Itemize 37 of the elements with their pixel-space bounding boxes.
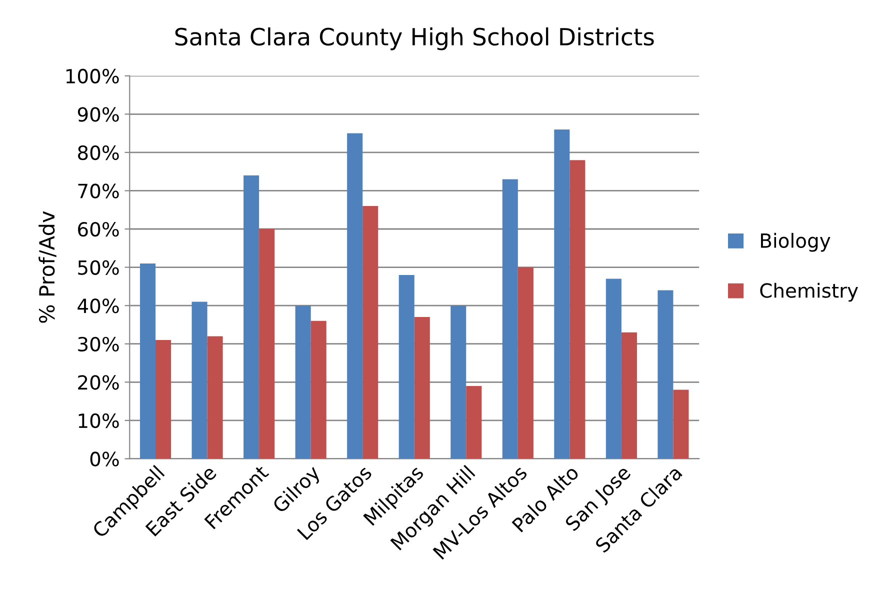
- bar: [140, 263, 156, 459]
- y-tick-label: 40%: [78, 298, 119, 314]
- y-tick-label: 90%: [78, 107, 119, 122]
- bar: [414, 317, 430, 459]
- bar: [207, 336, 223, 459]
- y-tick-label: 70%: [78, 184, 119, 198]
- bar: [259, 229, 275, 459]
- legend-label: Chemistry: [760, 282, 858, 302]
- y-tick-label: 20%: [78, 375, 119, 390]
- bar: [244, 175, 260, 459]
- bar: [450, 306, 466, 459]
- bar: [466, 386, 482, 459]
- bar: [192, 302, 208, 459]
- y-tick-label: 30%: [78, 336, 119, 352]
- bar: [398, 274, 414, 459]
- bar: [362, 206, 378, 459]
- y-tick-label: 10%: [78, 413, 119, 428]
- bar: [621, 332, 637, 459]
- bar: [310, 320, 326, 459]
- chart-title: Santa Clara County High School Districts: [175, 27, 654, 50]
- bar: [673, 390, 689, 459]
- legend-label: Biology: [761, 232, 830, 252]
- bar: [658, 290, 674, 459]
- bar: [347, 133, 363, 459]
- bar: [554, 129, 570, 459]
- bar: [156, 340, 172, 459]
- y-axis-title: % Prof/Adv: [38, 211, 56, 323]
- y-tick-label: 100%: [66, 68, 119, 84]
- bar: [295, 306, 311, 459]
- bar: [518, 267, 534, 459]
- y-tick-label: 80%: [78, 145, 119, 160]
- bar: [502, 179, 518, 459]
- bar: [606, 278, 622, 459]
- y-tick-label: 50%: [78, 260, 119, 275]
- bar: [570, 160, 586, 459]
- y-tick-label: 0%: [90, 452, 119, 466]
- y-tick-label: 60%: [78, 222, 119, 237]
